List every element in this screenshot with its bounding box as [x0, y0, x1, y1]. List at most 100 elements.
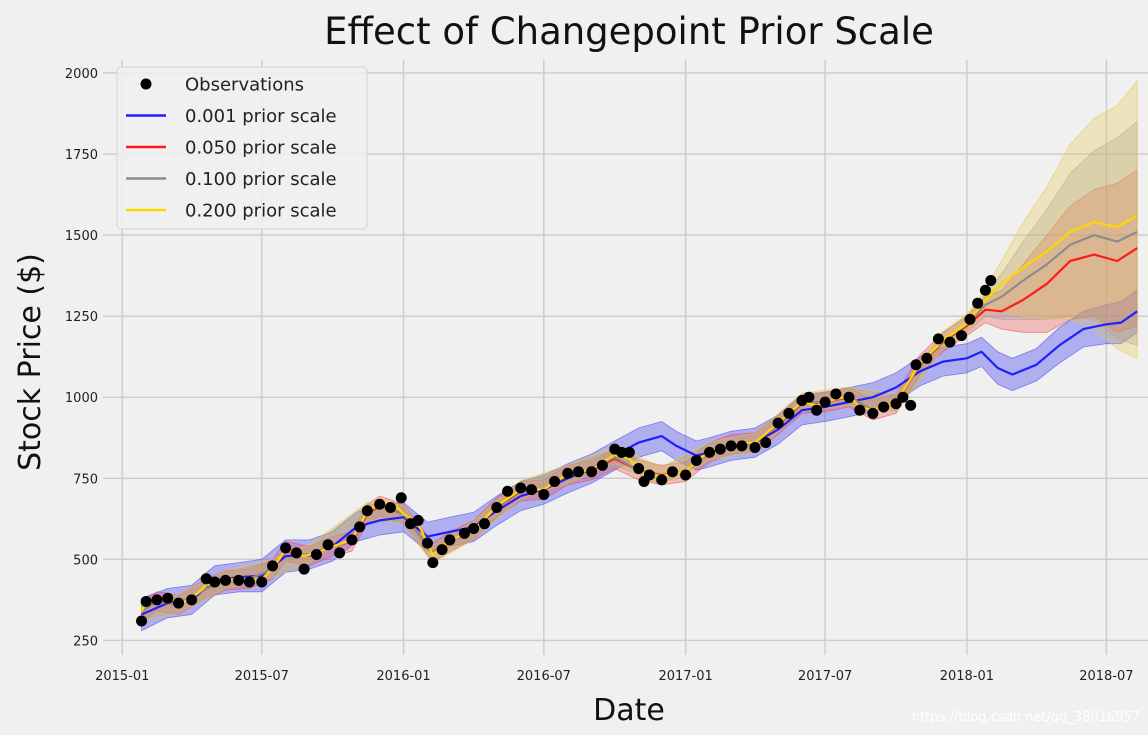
- x-tick-label: 2018-07: [1079, 669, 1133, 684]
- observation-point: [491, 501, 503, 513]
- observation-point: [803, 391, 815, 403]
- y-tick-label: 2000: [65, 67, 98, 82]
- observation-point: [890, 398, 902, 410]
- x-tick-label: 2016-01: [376, 669, 430, 684]
- y-axis-label: Stock Price ($): [13, 253, 48, 471]
- observation-point: [979, 284, 991, 296]
- observation-point: [867, 407, 879, 419]
- observation-point: [704, 446, 716, 458]
- chart-title: Effect of Changepoint Prior Scale: [324, 10, 934, 53]
- observation-point: [243, 576, 255, 588]
- y-tick-label: 1750: [65, 148, 98, 163]
- observation-point: [280, 542, 292, 554]
- observation-point: [538, 488, 550, 500]
- legend-label: 0.050 prior scale: [185, 138, 337, 159]
- legend: Observations 0.001 prior scale 0.050 prior…: [116, 66, 368, 230]
- legend-label: 0.200 prior scale: [185, 201, 337, 222]
- observation-point: [964, 313, 976, 325]
- observation-point: [468, 523, 480, 535]
- observation-point: [596, 459, 608, 471]
- observation-point: [186, 594, 198, 606]
- observation-point: [412, 514, 424, 526]
- observation-point: [905, 399, 917, 411]
- observation-point: [354, 521, 366, 533]
- x-tick-label: 2018-01: [940, 669, 994, 684]
- observation-point: [878, 401, 890, 413]
- observation-point: [623, 446, 635, 458]
- observation-point: [897, 391, 909, 403]
- observation-point: [436, 544, 448, 556]
- observation-point: [220, 574, 232, 586]
- x-axis-label: Date: [593, 693, 665, 728]
- observation-point: [921, 352, 933, 364]
- observation-point: [549, 476, 561, 488]
- x-tick-labels: 2015-01 2015-07 2016-01 2016-07 2017-01 2017-…: [95, 669, 1133, 684]
- observation-point: [525, 484, 537, 496]
- observation-point: [972, 297, 984, 309]
- observation-point: [656, 474, 668, 486]
- observation-point: [233, 574, 245, 586]
- observation-point: [136, 615, 148, 627]
- observation-point: [944, 336, 956, 348]
- watermark: https://blog.csdn.net/qq_38016957: [912, 710, 1140, 725]
- observation-point: [783, 407, 795, 419]
- observation-point: [586, 466, 598, 478]
- observation-point: [267, 560, 279, 572]
- observation-point: [772, 417, 784, 429]
- observation-point: [395, 492, 407, 504]
- observation-point: [562, 467, 574, 479]
- observation-point: [667, 466, 679, 478]
- observation-point: [478, 518, 490, 530]
- observation-point: [162, 592, 174, 604]
- y-tick-label: 1250: [65, 310, 98, 325]
- y-tick-label: 1500: [65, 229, 98, 244]
- observation-point: [502, 485, 514, 497]
- observation-point: [427, 557, 439, 569]
- y-tick-labels: 250 500 750 1000 1250 1500 1750 2000: [65, 67, 98, 649]
- legend-label: 0.100 prior scale: [185, 169, 337, 190]
- observation-point: [985, 274, 997, 286]
- observation-point: [290, 547, 302, 559]
- legend-box: [116, 66, 368, 230]
- observation-point: [140, 595, 152, 607]
- y-tick-label: 750: [73, 472, 98, 487]
- observation-point: [616, 446, 628, 458]
- observation-point: [830, 388, 842, 400]
- observation-point: [444, 534, 456, 546]
- observation-point: [633, 463, 645, 475]
- observation-point: [200, 573, 212, 585]
- x-tick-label: 2016-07: [517, 669, 571, 684]
- observation-point: [374, 498, 386, 510]
- legend-label: 0.001 prior scale: [185, 106, 337, 127]
- observation-point: [151, 594, 163, 606]
- x-tick-label: 2017-07: [798, 669, 852, 684]
- observation-point: [725, 440, 737, 452]
- observation-point: [736, 440, 748, 452]
- observation-point: [749, 441, 761, 453]
- observation-point: [956, 330, 968, 342]
- observation-point: [421, 537, 433, 549]
- observation-point: [572, 466, 584, 478]
- observation-point: [643, 469, 655, 481]
- legend-label: Observations: [185, 75, 304, 96]
- observation-point: [310, 548, 322, 560]
- observation-point: [209, 576, 221, 588]
- observation-point: [714, 443, 726, 455]
- observation-point: [298, 563, 310, 575]
- observation-point: [458, 527, 470, 539]
- observation-point: [256, 576, 268, 588]
- y-tick-label: 1000: [65, 391, 98, 406]
- observation-point: [384, 501, 396, 513]
- observation-point: [760, 437, 772, 449]
- observation-point: [819, 396, 831, 408]
- observation-points: [136, 274, 997, 627]
- observation-point: [932, 333, 944, 345]
- y-tick-label: 500: [73, 553, 98, 568]
- observation-point: [334, 547, 346, 559]
- legend-marker: [140, 78, 152, 90]
- x-tick-label: 2015-01: [95, 669, 149, 684]
- y-tick-label: 250: [73, 634, 98, 649]
- x-tick-label: 2015-07: [235, 669, 289, 684]
- observation-point: [690, 454, 702, 466]
